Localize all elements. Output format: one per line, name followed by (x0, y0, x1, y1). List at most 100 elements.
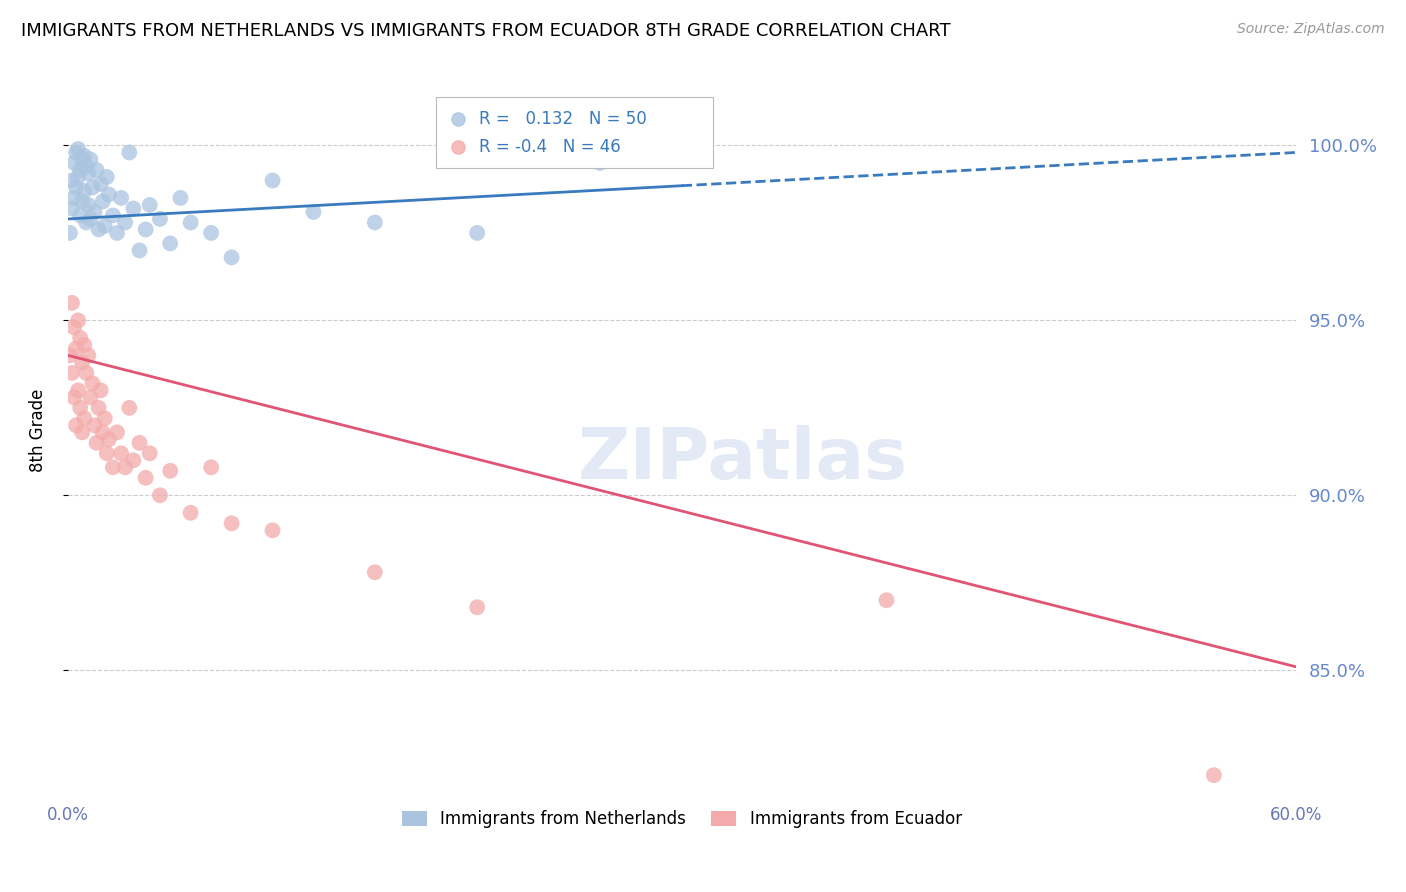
Point (70, 425, 93, 440)
Point (135, 471, 157, 485)
Point (73, 149, 96, 163)
Point (96, 169, 118, 184)
Point (77, 198, 100, 212)
Point (75, 160, 97, 174)
Point (63, 320, 86, 334)
Point (1202, 768, 1225, 782)
Point (105, 226, 128, 240)
Text: R = -0.4   N = 46: R = -0.4 N = 46 (479, 138, 621, 156)
Point (67, 142, 90, 156)
Text: IMMIGRANTS FROM NETHERLANDS VS IMMIGRANTS FROM ECUADOR 8TH GRADE CORRELATION CHA: IMMIGRANTS FROM NETHERLANDS VS IMMIGRANT… (21, 22, 950, 40)
Point (114, 460, 136, 475)
Point (86, 163, 108, 178)
Point (110, 191, 132, 205)
Point (69, 163, 91, 178)
Point (93, 411, 115, 425)
Point (87, 401, 110, 415)
Point (97, 187, 120, 202)
Point (118, 145, 141, 160)
Point (110, 446, 132, 460)
Point (77, 348, 100, 362)
Point (135, 222, 157, 236)
Point (75, 215, 97, 229)
Point (128, 435, 150, 450)
Point (364, 215, 387, 229)
Point (262, 173, 284, 187)
Point (79, 390, 101, 404)
Point (96, 446, 118, 460)
Point (122, 453, 145, 467)
Point (67, 313, 90, 327)
Point (59, 348, 82, 362)
Point (70, 355, 93, 369)
Point (67, 169, 90, 184)
Point (97, 433, 120, 447)
Point (60, 296, 83, 310)
Point (122, 202, 145, 216)
Point (91, 425, 114, 440)
Point (465, 600, 488, 615)
Point (128, 244, 150, 258)
Point (60, 366, 83, 380)
Point (149, 488, 172, 502)
Point (159, 464, 181, 478)
Point (75, 366, 97, 380)
Point (67, 384, 90, 398)
Point (73, 411, 96, 425)
Point (180, 506, 202, 520)
Point (118, 401, 141, 415)
Point (65, 342, 87, 356)
Point (91, 194, 114, 209)
Point (60, 202, 83, 216)
Point (87, 222, 110, 236)
Point (707, 382, 730, 396)
Point (65, 418, 87, 433)
Point (69, 209, 91, 223)
Point (59, 226, 82, 240)
Point (83, 418, 105, 433)
Point (875, 593, 897, 607)
Point (159, 236, 181, 251)
Point (169, 191, 191, 205)
Point (79, 211, 101, 226)
Point (364, 566, 387, 580)
Point (707, 517, 730, 532)
Point (93, 219, 115, 233)
Y-axis label: 8th Grade: 8th Grade (30, 389, 46, 472)
Point (82, 180, 104, 194)
Point (180, 215, 202, 229)
Point (465, 226, 488, 240)
Point (114, 215, 136, 229)
Point (60, 173, 83, 187)
Point (101, 460, 124, 475)
Point (90, 177, 112, 191)
Point (69, 331, 91, 345)
Point (65, 180, 87, 194)
Point (200, 226, 222, 240)
Point (82, 376, 104, 391)
Point (70, 153, 93, 167)
Text: ZIPatlas: ZIPatlas (578, 425, 908, 494)
Text: R =   0.132   N = 50: R = 0.132 N = 50 (479, 110, 647, 128)
Point (221, 516, 243, 531)
Point (73, 338, 96, 352)
Point (139, 198, 162, 212)
Point (90, 384, 112, 398)
Point (63, 156, 86, 170)
Point (139, 446, 162, 460)
Point (221, 251, 243, 265)
Legend: Immigrants from Netherlands, Immigrants from Ecuador: Immigrants from Netherlands, Immigrants … (395, 804, 969, 835)
Point (69, 401, 91, 415)
FancyBboxPatch shape (436, 97, 713, 169)
Point (86, 435, 108, 450)
Point (63, 191, 86, 205)
Point (589, 156, 612, 170)
Point (70, 194, 93, 209)
Point (65, 145, 87, 160)
Point (83, 205, 105, 219)
Point (73, 184, 96, 198)
Point (149, 211, 172, 226)
Point (79, 153, 101, 167)
Point (200, 460, 222, 475)
Point (77, 166, 100, 180)
